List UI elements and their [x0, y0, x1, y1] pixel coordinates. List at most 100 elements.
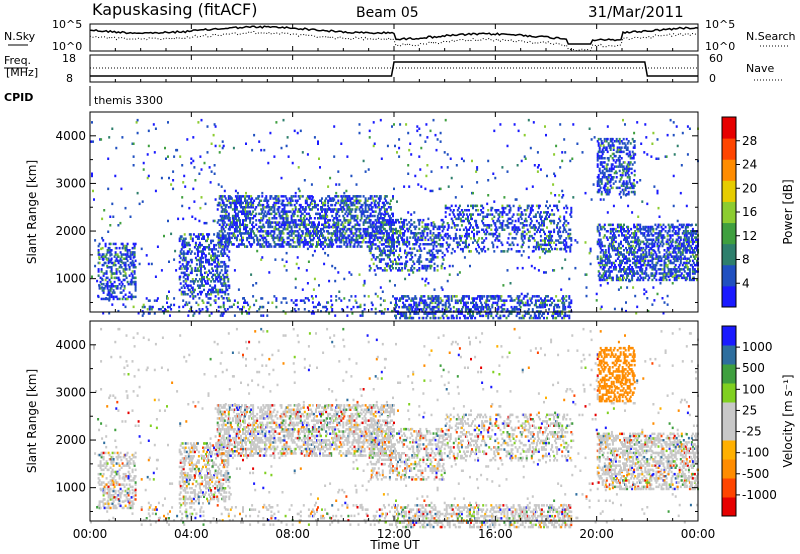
range-cell — [434, 312, 437, 315]
range-cell — [369, 223, 372, 226]
range-cell — [642, 253, 645, 256]
range-cell — [187, 260, 190, 264]
range-cell — [645, 225, 648, 229]
range-cell — [469, 312, 471, 315]
range-cell — [97, 249, 100, 252]
range-cell — [624, 238, 626, 241]
range-cell — [122, 274, 125, 277]
range-cell — [368, 208, 371, 211]
range-cell — [455, 228, 458, 231]
range-cell — [373, 225, 376, 229]
range-cell — [396, 245, 398, 248]
range-cell — [320, 199, 322, 202]
range-cell — [215, 278, 218, 281]
range-cell — [381, 221, 384, 224]
range-cell — [432, 232, 435, 235]
range-cell — [245, 206, 247, 209]
range-cell — [647, 278, 650, 282]
range-cell — [130, 293, 133, 296]
range-cell — [631, 274, 634, 277]
range-cell — [458, 234, 461, 238]
range-cell — [679, 255, 682, 258]
range-cell — [208, 233, 211, 236]
range-cell — [179, 250, 182, 253]
range-cell — [399, 247, 402, 250]
range-cell — [395, 316, 397, 320]
range-cell — [235, 236, 238, 240]
range-cell — [235, 208, 238, 211]
range-cell — [403, 305, 406, 309]
range-cell — [533, 312, 536, 315]
range-cell — [121, 282, 124, 286]
range-cell — [305, 199, 308, 202]
range-cell — [179, 282, 182, 285]
range-cell — [378, 236, 381, 239]
range-cell — [241, 232, 243, 235]
range-cell — [389, 208, 392, 211]
range-cell — [558, 217, 561, 221]
range-cell — [261, 236, 264, 240]
range-cell — [612, 238, 615, 241]
range-cell — [261, 195, 264, 198]
range-cell — [374, 206, 377, 209]
range-cell — [440, 264, 443, 268]
range-cell — [458, 316, 461, 320]
range-cell — [128, 291, 131, 294]
range-cell — [557, 222, 560, 225]
range-cell — [520, 234, 523, 238]
range-cell — [388, 240, 391, 244]
range-cell — [234, 203, 237, 207]
range-cell — [414, 227, 417, 231]
range-cell — [242, 208, 244, 211]
range-cell — [278, 214, 281, 218]
range-cell — [667, 272, 670, 275]
range-cell — [217, 293, 220, 296]
range-cell — [259, 221, 262, 224]
range-cell — [344, 232, 347, 235]
range-cell — [406, 227, 409, 231]
range-cell — [486, 299, 489, 302]
range-cell — [420, 249, 423, 252]
range-cell — [345, 210, 348, 213]
range-cell — [128, 249, 131, 252]
range-cell — [528, 213, 531, 216]
range-cell — [473, 237, 475, 240]
range-cell — [262, 217, 265, 220]
range-cell — [664, 257, 667, 260]
range-cell — [328, 195, 331, 198]
range-cell — [106, 276, 109, 280]
range-cell — [382, 206, 385, 209]
range-cell — [206, 293, 208, 296]
range-cell — [346, 214, 349, 218]
range-cell — [340, 234, 343, 237]
range-cell — [403, 238, 406, 242]
range-cell — [426, 267, 429, 270]
range-cell — [377, 225, 380, 228]
range-cell — [627, 225, 630, 229]
range-cell — [379, 217, 382, 220]
range-cell — [366, 232, 369, 235]
range-cell — [608, 276, 611, 280]
range-cell — [532, 245, 535, 249]
freq-ytick-bottom: 8 — [66, 72, 73, 85]
range-cell — [597, 144, 600, 147]
range-cell — [117, 255, 120, 258]
range-cell — [619, 259, 621, 263]
range-cell — [380, 229, 383, 233]
range-cell — [455, 217, 458, 221]
range-cell — [425, 316, 428, 320]
range-cell — [227, 234, 230, 237]
range-cell — [362, 238, 365, 242]
range-cell — [408, 316, 411, 320]
range-cell — [319, 212, 321, 216]
range-cell — [651, 261, 654, 265]
range-cell — [246, 199, 249, 202]
range-cell — [256, 236, 259, 240]
range-cell — [301, 219, 304, 222]
range-cell — [365, 241, 368, 244]
range-cell — [673, 266, 676, 269]
range-cell — [279, 234, 282, 237]
range-cell — [536, 316, 539, 320]
range-cell — [487, 308, 490, 311]
range-cell — [596, 152, 599, 156]
